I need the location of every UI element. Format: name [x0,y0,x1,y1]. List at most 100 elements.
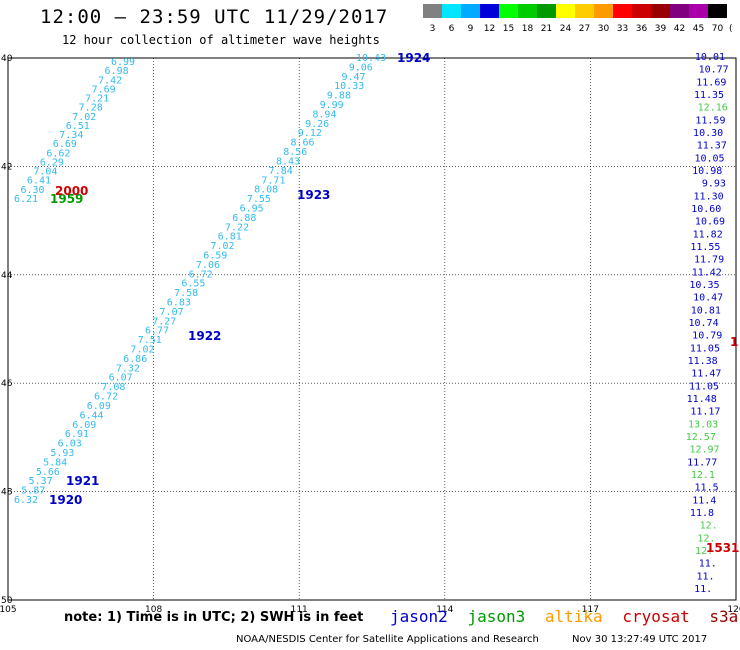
swh-label: 11.79 [694,255,724,266]
swh-label: 6.83 [167,298,191,309]
swh-label: 11.30 [694,191,724,202]
satellite-legend: jason2 jason3 altika cryosat s3a [390,607,740,626]
swh-label: 7.08 [101,382,125,393]
colorbar-label-0: 3 [430,24,436,34]
swh-label: 7.71 [261,175,285,186]
swh-label: 5.87 [21,486,45,497]
swh-label: 10.30 [693,128,723,139]
swh-label: 5.66 [36,467,60,478]
swh-label: 8.43 [276,156,300,167]
colorbar-swatch-11 [632,4,651,18]
swh-label: 6.07 [109,373,133,384]
swh-label: 10.98 [692,166,722,177]
swh-label: 6.21 [14,194,38,205]
lat-label-46: 46 [1,379,13,389]
swh-label: 9.47 [341,72,365,83]
swh-label: 11.55 [690,242,720,253]
credit-line: NOAA/NESDIS Center for Satellite Applica… [236,634,737,645]
legend-altika: altika [544,607,603,626]
swh-label: 6.86 [123,354,147,365]
swh-label: 6.29 [40,157,64,168]
swh-label: 6.32 [14,495,38,506]
time-label-1924: 1924 [397,51,430,65]
lon-label-105: 105 [0,605,17,615]
legend-cryosat: cryosat [622,607,690,626]
swh-label: 11.42 [692,267,722,278]
lat-label-40: 40 [1,54,13,64]
time-label-1921: 1921 [66,474,99,488]
swh-label: 13.03 [688,419,718,430]
swh-label: 10.35 [689,280,719,291]
colorbar-label-6: 21 [541,24,552,34]
colorbar-swatch-15 [708,4,727,18]
map-frame [7,57,737,601]
swh-label: 10.05 [694,153,724,164]
swh-label: 8.94 [312,109,336,120]
swh-label: 7.27 [152,316,176,327]
swh-label: 6.55 [181,279,205,290]
swh-label: 7.32 [116,363,140,374]
swh-label: 7.34 [59,130,83,141]
swh-label: 7.55 [247,194,271,205]
swh-label: 6.44 [79,410,103,421]
lon-label-120: 120 [727,605,740,615]
swh-label: 11.48 [687,394,717,405]
colorbar-swatch-2 [461,4,480,18]
swh-label: 11.69 [696,77,726,88]
lat-label-50: 50 [1,596,13,606]
swh-label: 11. [694,584,712,595]
swh-label: 11.05 [689,381,719,392]
swh-label: 5.84 [43,457,67,468]
swh-label: 12. [697,533,715,544]
colorbar-label-5: 18 [522,24,534,34]
swh-label: 5.37 [29,476,53,487]
swh-label: 7.02 [130,345,154,356]
legend-s3a: s3a [709,607,739,626]
swh-label: 7.07 [160,307,184,318]
swh-label: 7.04 [33,167,57,178]
swh-label: 6.59 [203,250,227,261]
map-note: note: 1) Time is in UTC; 2) SWH is in fe… [64,610,364,625]
lat-label-42: 42 [1,162,12,172]
swh-label: 10.79 [692,331,722,342]
colorbar-swatch-5 [518,4,537,18]
credit-date: Nov 30 13:27:49 UTC 2017 [572,634,708,645]
colorbar-swatch-10 [613,4,632,18]
swh-label: 6.81 [218,232,242,243]
lat-label-48: 48 [1,488,13,498]
swh-label: 7.02 [72,112,96,123]
time-label-1: 1 [730,335,738,349]
swh-label: 10.74 [688,318,718,329]
swh-label: 7.28 [79,103,103,114]
swh-label: 10.33 [334,81,364,92]
time-label-1531: 1531 [706,541,739,555]
swh-label: 10.69 [695,217,725,228]
time-label-1923: 1923 [297,188,330,202]
colorbar-swatch-1 [442,4,461,18]
colorbar-swatch-4 [499,4,518,18]
swh-label: 9.06 [349,62,373,73]
time-label-2000: 2000 [55,184,88,198]
colorbar-swatch-0 [423,4,442,18]
swh-label: 11. [699,559,717,570]
swh-label: 12.97 [689,445,719,456]
swh-label: 11.4 [692,495,716,506]
swh-label: 7.58 [174,288,198,299]
legend-jason2: jason2 [390,607,448,626]
swh-label: 10.77 [699,65,729,76]
swh-label: 5.93 [50,448,74,459]
swh-label: 6.99 [111,57,135,68]
swh-label: 10.47 [693,293,723,304]
swh-label: 8.08 [254,185,278,196]
swh-label: 6.69 [53,139,77,150]
swh-label: 6.98 [105,66,129,77]
swh-label: 6.09 [87,401,111,412]
colorbar-label-13: 42 [674,24,685,34]
swh-label: 7.51 [138,335,162,346]
colorbar-unit: (ft) [729,24,733,34]
swh-label: 11.82 [693,229,723,240]
lon-label-117: 117 [582,605,599,615]
swh-label: 7.42 [98,75,122,86]
colorbar-swatch-6 [537,4,556,18]
time-label-1959: 1959 [50,192,83,206]
